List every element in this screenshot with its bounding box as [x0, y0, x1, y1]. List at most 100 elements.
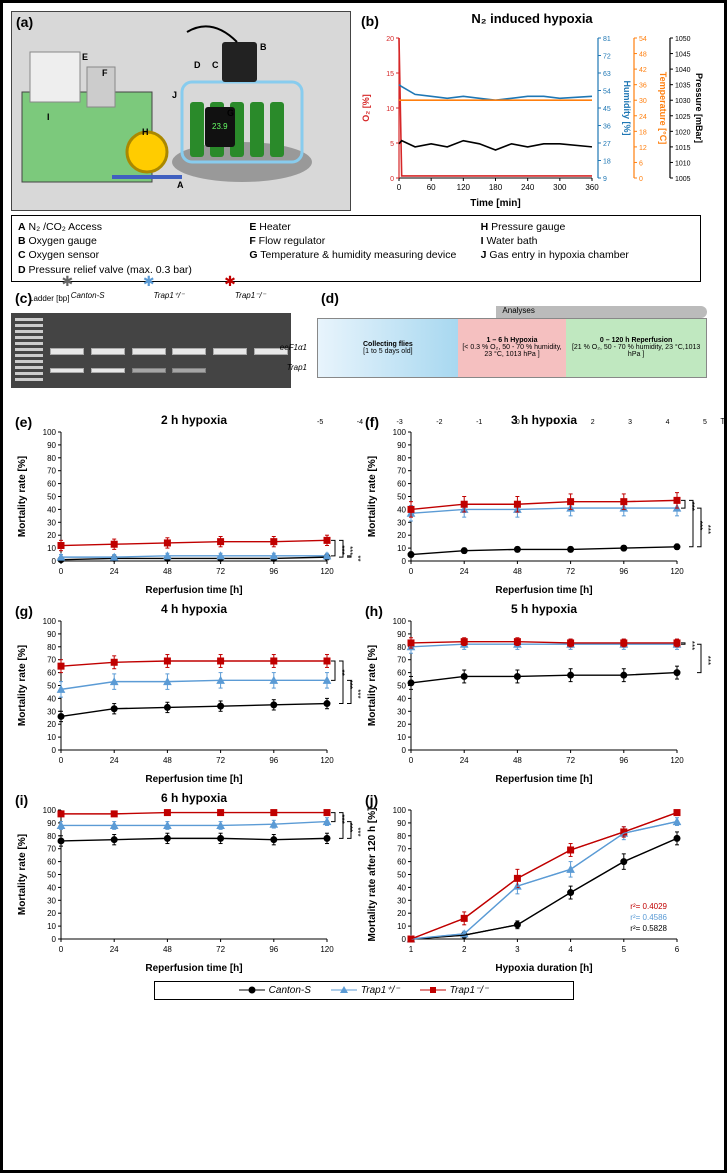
legend-col-1: A N₂ /CO₂ AccessB Oxygen gaugeC Oxygen s…: [18, 220, 231, 277]
svg-text:72: 72: [216, 567, 225, 576]
svg-text:0: 0: [397, 183, 402, 192]
svg-text:120: 120: [457, 183, 471, 192]
svg-text:0: 0: [59, 756, 64, 765]
svg-text:1015: 1015: [675, 145, 691, 152]
svg-text:42: 42: [639, 67, 647, 74]
svg-text:0: 0: [52, 746, 57, 755]
svg-text:60: 60: [47, 668, 56, 677]
svg-text:1: 1: [409, 945, 414, 954]
svg-text:24: 24: [110, 567, 119, 576]
svg-text:6: 6: [675, 945, 680, 954]
svg-text:54: 54: [639, 36, 647, 43]
svg-text:1005: 1005: [675, 176, 691, 183]
svg-text:40: 40: [397, 694, 406, 703]
svg-text:120: 120: [320, 756, 334, 765]
svg-text:r²= 0.5828: r²= 0.5828: [630, 924, 667, 933]
svg-text:240: 240: [521, 183, 535, 192]
svg-text:80: 80: [397, 642, 406, 651]
svg-text:Mortality rate [%]: Mortality rate [%]: [367, 645, 378, 726]
svg-text:120: 120: [320, 945, 334, 954]
legend-col-3: H Pressure gaugeI Water bathJ Gas entry …: [481, 220, 694, 277]
svg-text:70: 70: [47, 844, 56, 853]
svg-text:Mortality rate [%]: Mortality rate [%]: [17, 456, 28, 537]
svg-text:1025: 1025: [675, 114, 691, 121]
svg-text:48: 48: [163, 567, 172, 576]
svg-text:3: 3: [515, 945, 520, 954]
svg-text:96: 96: [269, 945, 278, 954]
svg-text:30: 30: [47, 896, 56, 905]
svg-text:24: 24: [460, 756, 469, 765]
mortality-grid: (e)0102030405060708090100024487296120Mor…: [11, 412, 716, 975]
svg-text:Mortality rate after 120 h [%]: Mortality rate after 120 h [%]: [367, 807, 378, 941]
svg-text:5: 5: [622, 945, 627, 954]
svg-text:90: 90: [47, 819, 56, 828]
svg-text:50: 50: [397, 870, 406, 879]
svg-text:60: 60: [397, 857, 406, 866]
svg-text:24: 24: [460, 567, 469, 576]
svg-text:40: 40: [47, 883, 56, 892]
svg-text:45: 45: [603, 106, 611, 113]
svg-text:Time [min]: Time [min]: [470, 198, 520, 209]
svg-text:80: 80: [47, 642, 56, 651]
svg-text:1010: 1010: [675, 160, 691, 167]
svg-text:72: 72: [603, 54, 611, 61]
panel-c-label: (c): [15, 290, 32, 306]
svg-text:70: 70: [47, 655, 56, 664]
svg-text:40: 40: [397, 883, 406, 892]
svg-text:120: 120: [320, 567, 334, 576]
svg-text:Hypoxia duration [h]: Hypoxia duration [h]: [495, 963, 592, 974]
svg-text:27: 27: [603, 141, 611, 148]
svg-text:Reperfusion time [h]: Reperfusion time [h]: [145, 774, 242, 785]
svg-text:6 h hypoxia: 6 h hypoxia: [161, 791, 227, 805]
svg-text:0: 0: [59, 945, 64, 954]
svg-text:6: 6: [639, 160, 643, 167]
legend-item: Trap1⁺/⁻: [331, 985, 400, 996]
svg-text:48: 48: [513, 567, 522, 576]
svg-text:Mortality rate [%]: Mortality rate [%]: [367, 456, 378, 537]
svg-text:24: 24: [110, 756, 119, 765]
svg-text:2 h hypoxia: 2 h hypoxia: [161, 413, 227, 427]
svg-text:60: 60: [47, 479, 56, 488]
svg-text:100: 100: [393, 617, 407, 626]
svg-text:70: 70: [397, 466, 406, 475]
svg-text:360: 360: [585, 183, 599, 192]
panel-a: (a) 23.9 E F: [11, 11, 351, 211]
panel-b-title: N₂ induced hypoxia: [357, 11, 707, 26]
svg-text:10: 10: [47, 922, 56, 931]
svg-text:20: 20: [397, 720, 406, 729]
svg-text:10: 10: [47, 733, 56, 742]
svg-text:40: 40: [47, 694, 56, 703]
svg-text:Temperature [°C]: Temperature [°C]: [658, 72, 668, 144]
svg-text:0: 0: [402, 935, 407, 944]
svg-text:20: 20: [47, 909, 56, 918]
svg-text:80: 80: [397, 831, 406, 840]
svg-text:0: 0: [402, 557, 407, 566]
svg-text:4: 4: [568, 945, 573, 954]
gel-diagram: 500300200100✱Canton-S✱Trap1⁺/⁻✱Trap1⁻/⁻: [11, 313, 291, 388]
svg-text:20: 20: [386, 36, 394, 43]
timeline: Collecting flies[1 to 5 days old]1 – 6 h…: [317, 318, 707, 378]
svg-text:9: 9: [603, 176, 607, 183]
panel-d: (d) Analyses Collecting flies[1 to 5 day…: [317, 288, 707, 408]
svg-text:0: 0: [402, 746, 407, 755]
svg-text:0: 0: [59, 567, 64, 576]
svg-text:10: 10: [397, 733, 406, 742]
timeline-axis-label: Time [d]: [720, 417, 727, 426]
svg-text:***: ***: [695, 521, 704, 530]
svg-text:96: 96: [269, 567, 278, 576]
svg-text:48: 48: [163, 945, 172, 954]
svg-text:r²= 0.4029: r²= 0.4029: [630, 902, 667, 911]
svg-text:Reperfusion time [h]: Reperfusion time [h]: [145, 963, 242, 974]
svg-text:20: 20: [397, 531, 406, 540]
svg-text:50: 50: [47, 870, 56, 879]
svg-text:2: 2: [462, 945, 467, 954]
svg-text:***: ***: [687, 501, 696, 510]
svg-text:Reperfusion time [h]: Reperfusion time [h]: [495, 585, 592, 596]
svg-text:96: 96: [619, 756, 628, 765]
svg-text:1035: 1035: [675, 83, 691, 90]
svg-text:1020: 1020: [675, 129, 691, 136]
svg-text:***: ***: [345, 822, 354, 831]
svg-text:5 h hypoxia: 5 h hypoxia: [511, 602, 577, 616]
svg-text:O₂ [%]: O₂ [%]: [361, 94, 371, 122]
timeline-header: Analyses: [496, 306, 707, 318]
